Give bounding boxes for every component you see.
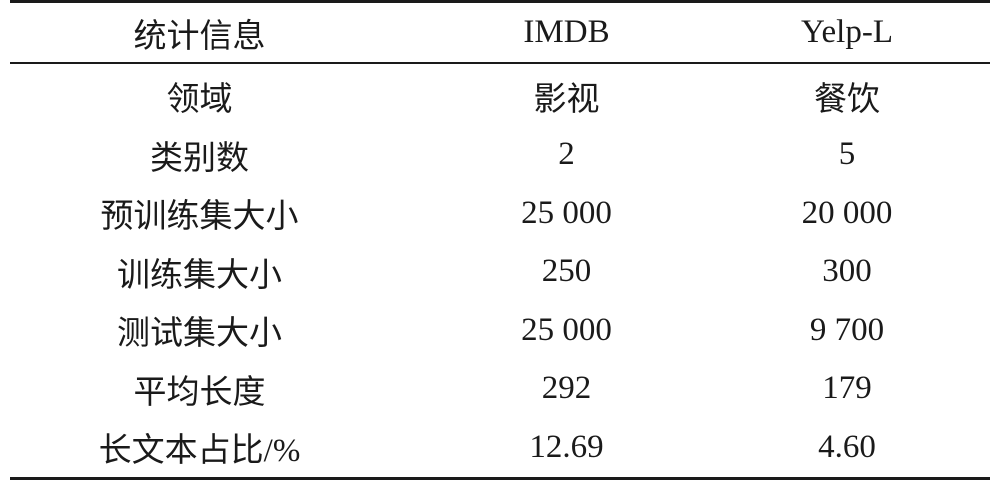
yelp-l-cell: 餐饮 — [814, 82, 880, 119]
table-row: 类别数 2 5 — [10, 126, 990, 185]
dataset-statistics-table: 统计信息 IMDB Yelp-L 领域 影视 餐饮 类别数 2 5 预训练集大小… — [10, 0, 990, 480]
table-body: 领域 影视 餐饮 类别数 2 5 预训练集大小 25 000 20 000 训练… — [10, 63, 990, 478]
yelp-l-cell: 179 — [822, 370, 872, 407]
row-label: 领域 — [166, 82, 233, 119]
imdb-cell: 292 — [541, 370, 592, 407]
imdb-cell: 12.69 — [529, 428, 604, 465]
yelp-l-cell: 5 — [838, 136, 856, 173]
header-statistic: 统计信息 — [133, 18, 266, 55]
row-label: 平均长度 — [133, 374, 266, 411]
row-label: 预训练集大小 — [100, 199, 299, 236]
imdb-cell: 影视 — [533, 82, 600, 119]
header-imdb: IMDB — [523, 14, 610, 50]
row-label: 类别数 — [150, 140, 249, 177]
yelp-l-cell: 9 700 — [809, 311, 885, 348]
imdb-cell: 250 — [541, 253, 592, 290]
header-yelp-l: Yelp-L — [801, 14, 893, 50]
imdb-cell: 25 000 — [521, 311, 612, 348]
table-row: 平均长度 292 179 — [10, 360, 990, 419]
row-label: 训练集大小 — [117, 257, 282, 294]
table-row: 预训练集大小 25 000 20 000 — [10, 184, 990, 243]
table-row: 领域 影视 餐饮 — [10, 63, 990, 126]
table-row: 训练集大小 250 300 — [10, 243, 990, 302]
yelp-l-cell: 20 000 — [801, 194, 893, 231]
table-row: 测试集大小 25 000 9 700 — [10, 301, 990, 360]
header-row: 统计信息 IMDB Yelp-L — [10, 1, 990, 63]
table-header: 统计信息 IMDB Yelp-L — [10, 1, 990, 63]
table-row: 长文本占比/% 12.69 4.60 — [10, 418, 990, 478]
imdb-cell: 25 000 — [521, 194, 612, 231]
row-label: 长文本占比/% — [98, 433, 301, 470]
yelp-l-cell: 4.60 — [818, 428, 876, 465]
dataset-statistics-table-container: 统计信息 IMDB Yelp-L 领域 影视 餐饮 类别数 2 5 预训练集大小… — [10, 0, 990, 480]
yelp-l-cell: 300 — [822, 253, 872, 290]
imdb-cell: 2 — [558, 136, 575, 173]
row-label: 测试集大小 — [117, 316, 282, 353]
